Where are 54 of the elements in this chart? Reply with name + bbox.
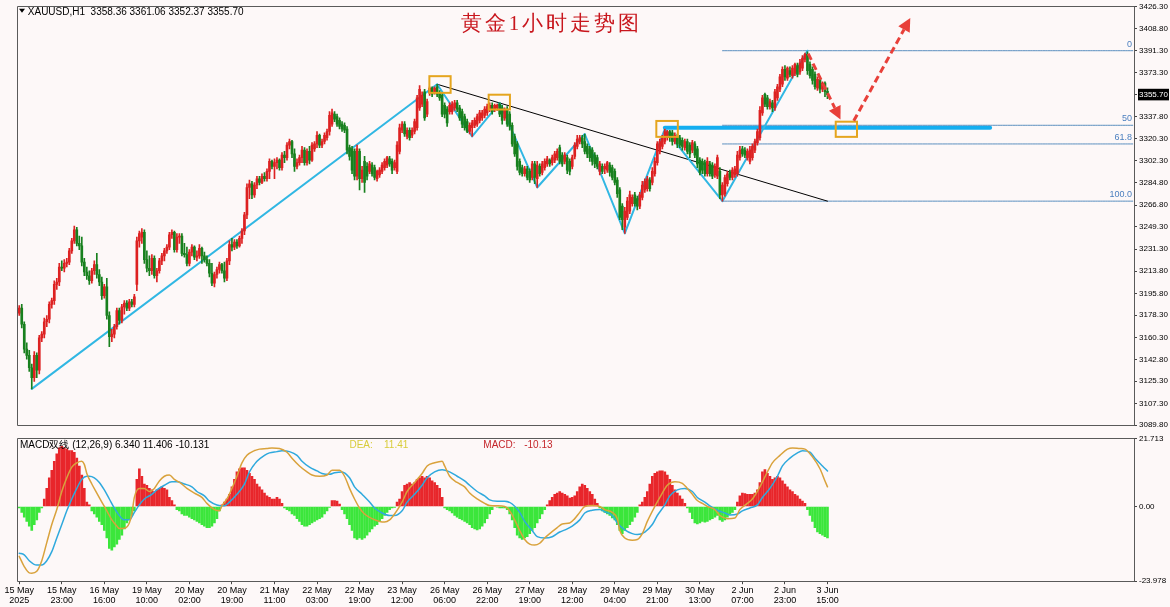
annotation: DEA: bbox=[349, 438, 373, 450]
x-tick-label: 30 May 13:00 bbox=[685, 584, 716, 605]
y-tick-label: 3178.30 bbox=[1139, 310, 1169, 320]
y-tick-label: 3408.80 bbox=[1139, 23, 1169, 33]
x-tick-label: 3 Jun 15:00 bbox=[816, 584, 839, 605]
x-tick-label: 22 May 19:00 bbox=[344, 584, 375, 605]
y-tick-label: 3320.30 bbox=[1139, 133, 1169, 143]
annotation: XAUUSD,H1 3358.36 3361.06 3352.37 3355.70 bbox=[27, 5, 244, 17]
y-tick-label: 3373.30 bbox=[1139, 67, 1169, 77]
y-tick-label: 3302.30 bbox=[1139, 156, 1169, 166]
x-tick-label: 16 May 16:00 bbox=[89, 584, 120, 605]
annotation: MACD: bbox=[483, 438, 516, 450]
annotation: 11.41 bbox=[384, 438, 409, 450]
x-tick-label: 29 May 04:00 bbox=[600, 584, 631, 605]
x-tick-label: 19 May 10:00 bbox=[132, 584, 163, 605]
x-tick-label: 2 Jun 07:00 bbox=[731, 584, 754, 605]
x-tick-label: 21 May 11:00 bbox=[259, 584, 290, 605]
y-tick-label: 3231.30 bbox=[1139, 244, 1169, 254]
x-tick-label: 23 May 12:00 bbox=[387, 584, 418, 605]
y-tick-label: 21.713 bbox=[1139, 434, 1165, 443]
y-tick-label: 3160.30 bbox=[1139, 332, 1169, 342]
x-tick-label: 15 May 23:00 bbox=[47, 584, 78, 605]
annotation: 0 bbox=[1126, 38, 1132, 49]
x-tick-label: 15 May 2025 bbox=[4, 584, 35, 605]
x-tick-label: 22 May 03:00 bbox=[302, 584, 333, 605]
y-tick-label: 3266.80 bbox=[1139, 200, 1169, 210]
annotation: 100.0 bbox=[1109, 189, 1132, 200]
y-tick-label: 3337.80 bbox=[1139, 112, 1169, 122]
y-tick-label: -23.978 bbox=[1139, 576, 1167, 586]
annotation: -10.13 bbox=[524, 438, 553, 450]
y-tick-label: 3125.30 bbox=[1139, 376, 1169, 386]
y-tick-label: 3213.80 bbox=[1139, 266, 1169, 276]
annotation: MACD双线 (12,26,9) 6.340 11.406 -10.131 bbox=[20, 438, 210, 450]
y-tick-label: 3426.30 bbox=[1139, 2, 1169, 11]
y-tick-label: 3107.30 bbox=[1139, 398, 1169, 408]
y-tick-label: 3249.30 bbox=[1139, 222, 1169, 232]
x-tick-label: 20 May 02:00 bbox=[174, 584, 205, 605]
y-tick-label: 3195.80 bbox=[1139, 288, 1169, 298]
x-tick-label: 26 May 06:00 bbox=[429, 584, 460, 605]
y-tick-label: 0.00 bbox=[1139, 501, 1156, 511]
x-tick-label: 28 May 12:00 bbox=[557, 584, 588, 605]
y-tick-label: 3142.80 bbox=[1139, 354, 1169, 364]
y-tick-label: 3391.30 bbox=[1139, 45, 1169, 55]
y-tick-label: 3355.70 bbox=[1139, 89, 1169, 99]
x-tick-label: 2 Jun 23:00 bbox=[773, 584, 797, 605]
y-tick-label: 3284.80 bbox=[1139, 177, 1169, 187]
chart-title: 黄金1小时走势图 bbox=[460, 11, 643, 35]
y-tick-label: 3089.80 bbox=[1139, 420, 1169, 430]
annotation: 61.8 bbox=[1114, 131, 1132, 142]
x-tick-label: 27 May 19:00 bbox=[514, 584, 545, 605]
x-tick-label: 26 May 22:00 bbox=[472, 584, 503, 605]
x-tick-label: 20 May 19:00 bbox=[217, 584, 248, 605]
x-tick-label: 29 May 21:00 bbox=[642, 584, 673, 605]
annotation: 50 bbox=[1121, 113, 1132, 124]
